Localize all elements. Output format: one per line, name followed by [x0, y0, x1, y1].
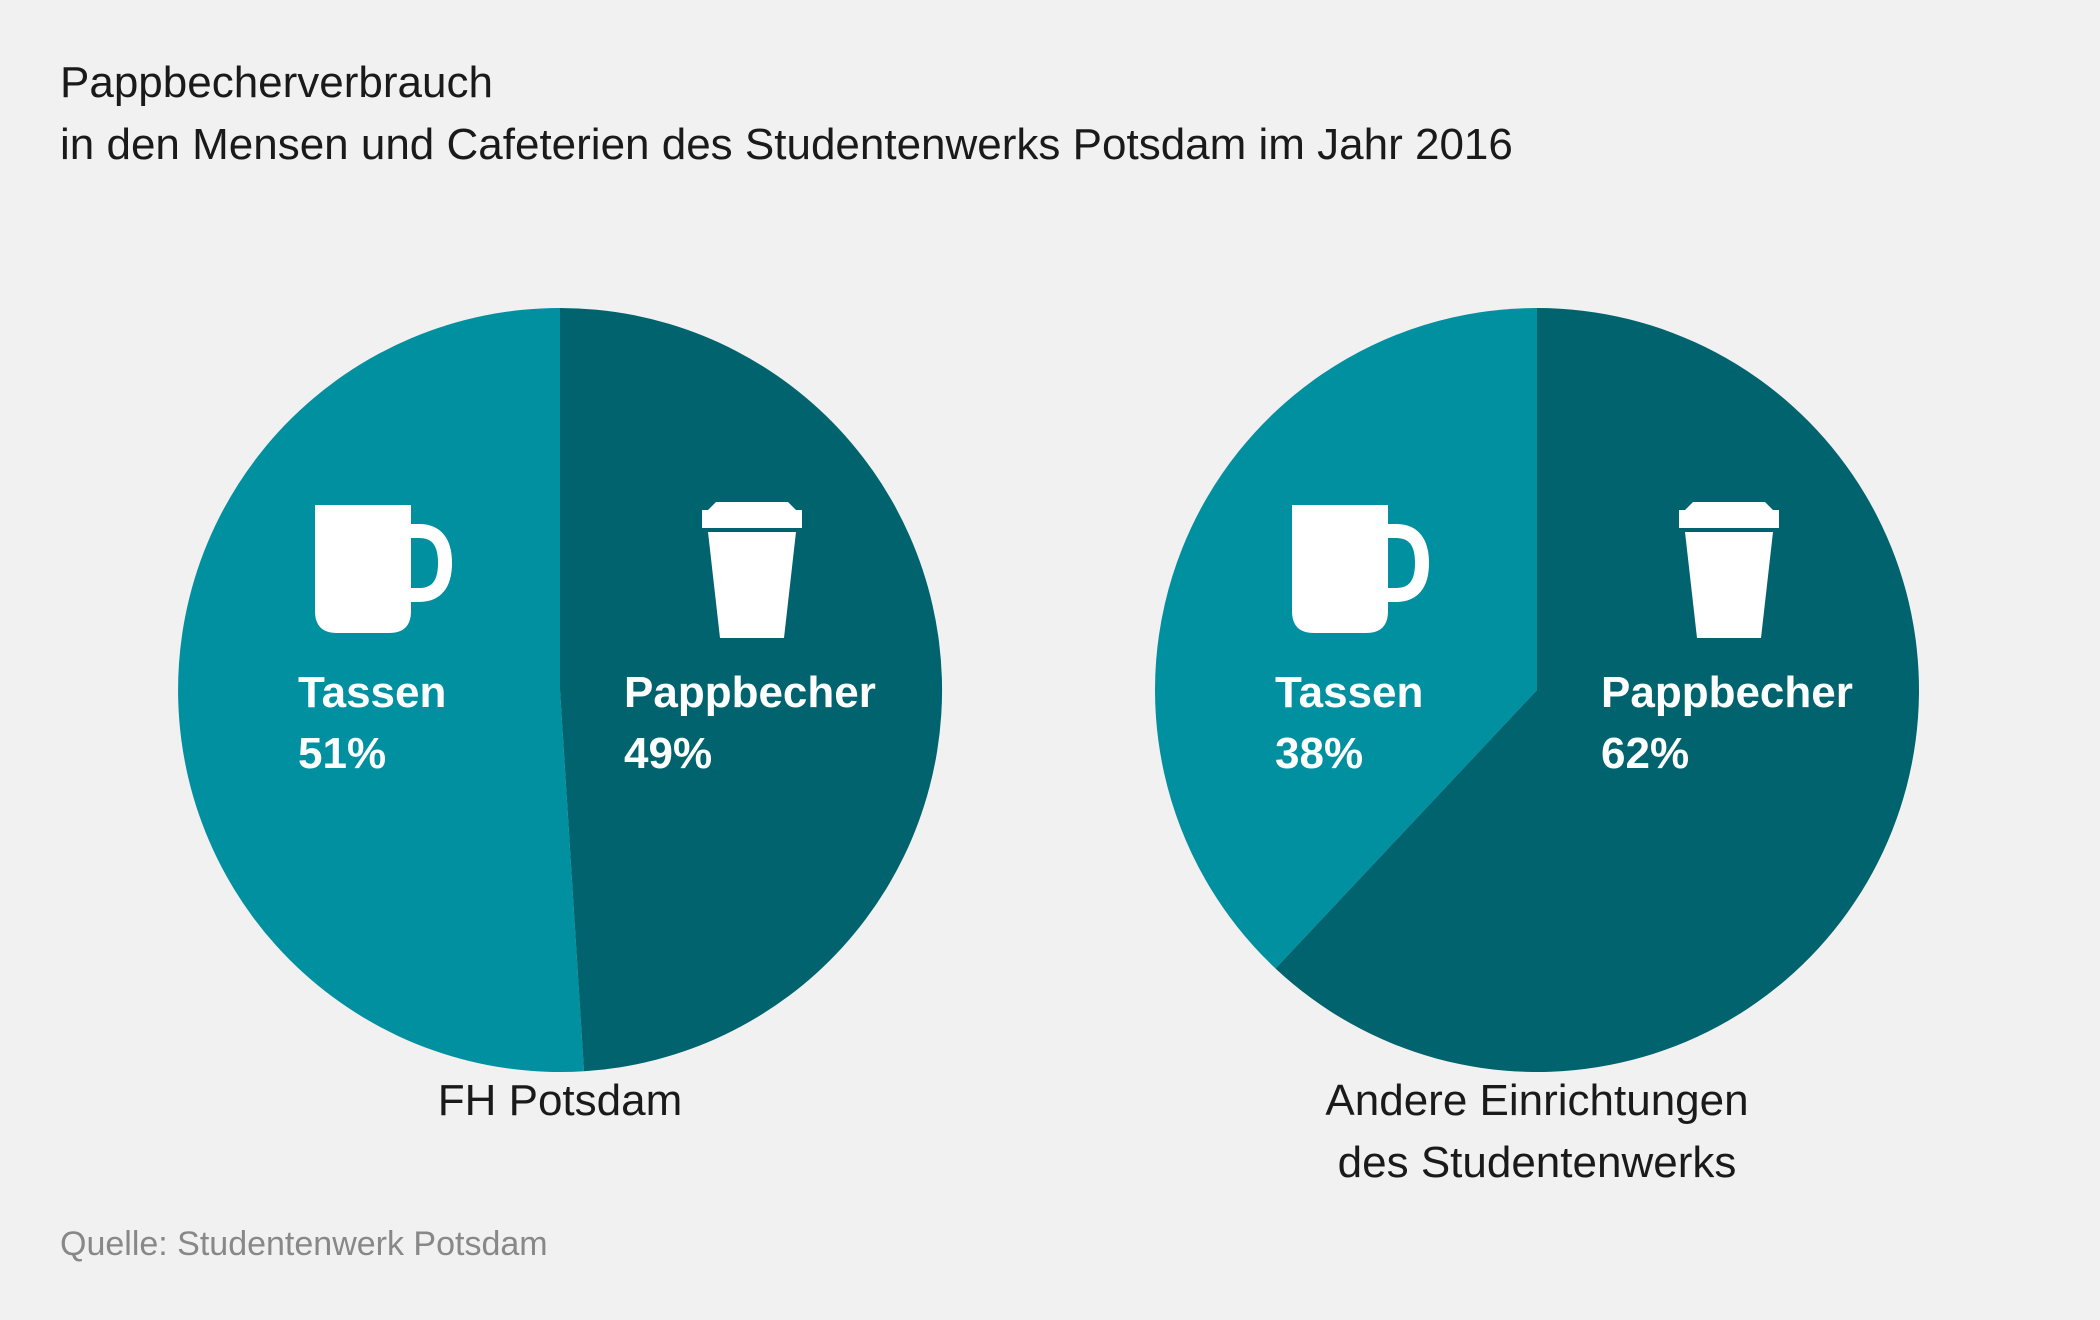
chart-title: Pappbecherverbrauch in den Mensen und Ca… — [60, 52, 1513, 176]
slice-value-tassen: 38% — [1275, 729, 1363, 778]
chart-label-line-1: Andere Einrichtungen — [1325, 1076, 1749, 1125]
pie-slice-pappbecher — [1275, 308, 1919, 1072]
paper-cup-icon — [1679, 502, 1779, 638]
pie-chart-svg: Tassen 51% Pappbecher 49% — [178, 308, 943, 1072]
chart-label: Andere Einrichtungen des Studentenwerks — [1087, 1070, 1987, 1194]
chart-title-line-1: Pappbecherverbrauch — [60, 58, 493, 107]
pie-chart-fh-potsdam: Tassen 51% Pappbecher 49% FH Potsdam — [110, 240, 1010, 1240]
slice-label-pappbecher: Pappbecher — [1601, 668, 1853, 717]
paper-cup-icon — [702, 502, 802, 638]
pie-chart-andere-einrichtungen: Tassen 38% Pappbecher 62% Andere Einrichtun… — [1087, 240, 1987, 1240]
slice-label-tassen: Tassen — [1275, 668, 1423, 717]
slice-value-tassen: 51% — [298, 729, 386, 778]
source-note: Quelle: Studentenwerk Potsdam — [60, 1225, 548, 1263]
pie-chart-svg: Tassen 38% Pappbecher 62% — [1154, 308, 1919, 1072]
slice-value-pappbecher: 49% — [624, 729, 712, 778]
chart-title-line-2: in den Mensen und Cafeterien des Student… — [60, 120, 1513, 169]
slice-label-tassen: Tassen — [298, 668, 446, 717]
slice-label-pappbecher: Pappbecher — [624, 668, 876, 717]
chart-label: FH Potsdam — [110, 1070, 1010, 1132]
chart-label-line-1: FH Potsdam — [437, 1076, 683, 1125]
pie-slice-tassen — [178, 308, 584, 1072]
chart-label-line-2: des Studentenwerks — [1337, 1138, 1737, 1187]
mug-icon — [315, 505, 453, 633]
mug-icon — [1292, 505, 1430, 633]
pie-slice-tassen — [1154, 308, 1537, 969]
slice-value-pappbecher: 62% — [1601, 729, 1689, 778]
pie-slice-pappbecher — [560, 308, 943, 1072]
